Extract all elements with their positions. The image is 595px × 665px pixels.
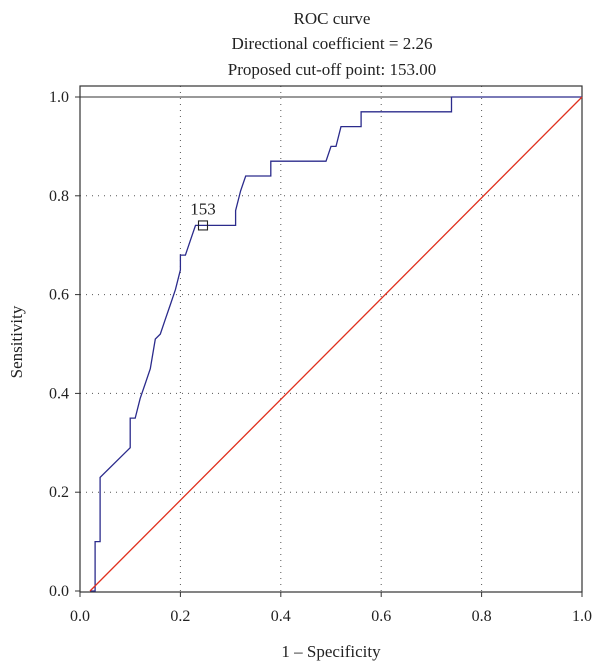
chart-subtitle-cutoff: Proposed cut-off point: 153.00 xyxy=(228,60,436,79)
x-tick-label: 0.2 xyxy=(170,608,190,625)
annotations: 153 xyxy=(190,199,216,231)
x-axis-label: 1 – Specificity xyxy=(281,642,381,661)
y-tick-label: 0.8 xyxy=(49,188,69,205)
x-tick-label: 0.0 xyxy=(70,608,90,625)
y-tick-label: 0.6 xyxy=(49,287,69,304)
reference-diagonal-line xyxy=(89,96,583,592)
roc-curve-line xyxy=(90,96,582,592)
y-tick-label: 1.0 xyxy=(49,89,69,106)
plot-area-frame xyxy=(79,85,583,593)
axis-ticks: 0.0 0.2 0.4 0.6 0.8 1.0 0.0 0.2 0.4 0.6 0.8 1.0 xyxy=(49,89,592,625)
cutoff-point-marker xyxy=(197,220,209,231)
y-tick-label: 0.2 xyxy=(49,484,69,501)
x-tick-label: 0.6 xyxy=(371,608,391,625)
cutoff-point-label: 153 xyxy=(190,199,216,218)
y-tick-label: 0.4 xyxy=(49,385,69,402)
series-group xyxy=(89,96,583,592)
x-tick-label: 0.8 xyxy=(472,608,492,625)
x-tick-label: 0.4 xyxy=(271,608,291,625)
chart-subtitle-coefficient: Directional coefficient = 2.26 xyxy=(232,34,433,53)
x-tick-label: 1.0 xyxy=(572,608,592,625)
y-axis-label: Sensitivity xyxy=(7,305,26,378)
y-tick-label: 0.0 xyxy=(49,583,69,600)
chart-title: ROC curve xyxy=(294,9,371,28)
